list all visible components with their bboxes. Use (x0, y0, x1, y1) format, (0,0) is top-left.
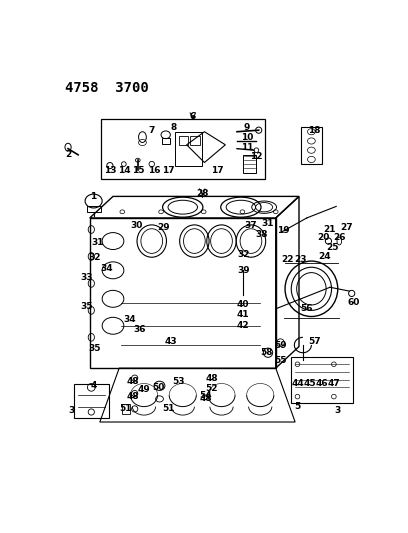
Text: 2: 2 (65, 150, 71, 159)
Bar (175, 132, 202, 166)
Text: 3: 3 (68, 406, 74, 415)
Text: 21: 21 (324, 225, 336, 234)
Text: 30: 30 (130, 221, 142, 230)
Text: 34: 34 (124, 315, 136, 324)
Text: 4: 4 (91, 381, 97, 390)
Text: 19: 19 (277, 226, 290, 235)
Bar (191, 135, 200, 145)
Text: 46: 46 (315, 379, 328, 388)
Text: 40: 40 (237, 300, 249, 309)
Text: 56: 56 (301, 304, 313, 313)
Text: 60: 60 (347, 298, 359, 307)
Text: 20: 20 (317, 233, 330, 243)
Bar (179, 135, 188, 145)
Text: 35: 35 (80, 302, 93, 311)
Text: 14: 14 (118, 166, 131, 175)
Text: 13: 13 (104, 166, 116, 175)
Text: 50: 50 (152, 383, 164, 392)
Bar (101, 119, 265, 180)
Text: 32: 32 (237, 251, 249, 260)
Text: 48: 48 (127, 392, 140, 401)
Text: 48: 48 (200, 394, 212, 403)
Text: 38: 38 (255, 230, 268, 239)
Text: 24: 24 (318, 252, 331, 261)
Text: 25: 25 (326, 243, 339, 252)
Text: 4758  3700: 4758 3700 (65, 81, 149, 95)
Text: 12: 12 (250, 152, 263, 161)
Text: 41: 41 (237, 310, 250, 319)
Text: 17: 17 (211, 166, 224, 175)
Bar (243, 155, 255, 173)
Text: 47: 47 (328, 379, 340, 388)
Text: 59: 59 (274, 341, 287, 350)
Text: 37: 37 (245, 221, 257, 230)
Text: 36: 36 (134, 325, 146, 334)
Text: 23: 23 (294, 255, 307, 264)
Text: 31: 31 (262, 219, 274, 228)
Text: 22: 22 (281, 255, 294, 264)
Text: 48: 48 (206, 374, 219, 383)
Text: 28: 28 (196, 189, 208, 198)
Text: 26: 26 (333, 233, 346, 243)
Text: 32: 32 (88, 254, 101, 262)
Text: 18: 18 (308, 126, 321, 135)
Text: 9: 9 (244, 123, 250, 132)
Text: 35: 35 (88, 344, 101, 353)
Text: 55: 55 (274, 356, 287, 365)
Text: 52: 52 (205, 384, 218, 393)
Text: 10: 10 (241, 133, 253, 142)
Bar (90, 218, 276, 368)
Text: 16: 16 (148, 166, 160, 175)
Text: 5: 5 (294, 402, 301, 411)
Text: 27: 27 (341, 223, 353, 232)
Text: 8: 8 (170, 123, 177, 132)
Text: 33: 33 (80, 273, 93, 282)
Text: 29: 29 (157, 223, 170, 232)
Text: 58: 58 (260, 348, 273, 357)
Text: 6: 6 (190, 112, 196, 121)
Text: 43: 43 (165, 337, 177, 346)
Text: 15: 15 (132, 166, 145, 175)
Bar (162, 138, 170, 144)
Text: 3: 3 (335, 406, 341, 415)
Text: 17: 17 (162, 166, 175, 175)
Bar (86, 206, 101, 212)
Text: 57: 57 (308, 337, 321, 346)
Text: 48: 48 (127, 377, 140, 386)
Text: 34: 34 (100, 263, 113, 272)
Text: 53: 53 (173, 377, 185, 386)
Text: 7: 7 (149, 126, 155, 135)
Text: 11: 11 (241, 143, 253, 151)
Text: 42: 42 (237, 321, 250, 330)
Text: 44: 44 (291, 379, 304, 388)
Text: 1: 1 (91, 192, 97, 201)
Text: 45: 45 (304, 379, 316, 388)
Text: 54: 54 (200, 391, 212, 400)
Text: 39: 39 (237, 266, 250, 275)
Text: 51: 51 (119, 403, 132, 413)
Text: 51: 51 (162, 403, 175, 413)
Text: 49: 49 (137, 385, 151, 394)
Bar (122, 405, 130, 414)
Bar (301, 127, 322, 164)
Text: 31: 31 (91, 238, 104, 247)
